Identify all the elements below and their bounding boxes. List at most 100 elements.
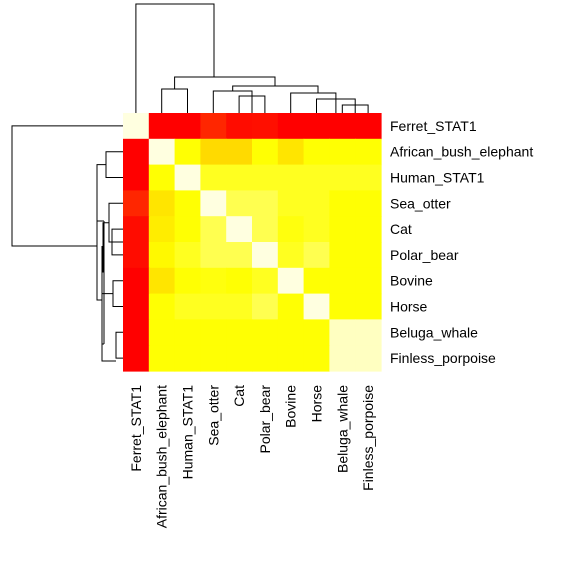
heatmap-cell xyxy=(200,190,227,217)
heatmap-cell xyxy=(303,293,330,320)
heatmap-cell xyxy=(148,267,176,295)
heatmap-cell xyxy=(148,138,176,166)
heatmap-cell xyxy=(148,190,176,217)
row-label: Sea_otter xyxy=(390,195,451,211)
heatmap-cell xyxy=(277,138,305,166)
heatmap-cell xyxy=(329,216,356,243)
heatmap-cell xyxy=(200,267,227,295)
heatmap-cell xyxy=(123,345,150,372)
heatmap-cell xyxy=(329,113,356,140)
heatmap-cell xyxy=(303,345,330,372)
heatmap-cell xyxy=(277,319,305,346)
heatmap-cell xyxy=(252,293,279,320)
row-dendrogram-link xyxy=(108,202,123,243)
row-dendrogram-link xyxy=(11,125,123,247)
heatmap-cells xyxy=(123,113,382,372)
heatmap-cell xyxy=(123,164,150,191)
heatmap-cell xyxy=(355,216,382,243)
heatmap-cell xyxy=(252,319,279,346)
column-dendrogram-link xyxy=(174,76,276,89)
heatmap-cell xyxy=(200,138,227,166)
row-label: Beluga_whale xyxy=(390,324,478,340)
heatmap-cell xyxy=(329,293,356,320)
heatmap-cell xyxy=(303,113,330,140)
heatmap-cell xyxy=(355,267,382,295)
heatmap-cell xyxy=(303,242,330,269)
heatmap-cell xyxy=(226,242,253,269)
heatmap-cell xyxy=(329,164,356,191)
heatmap-cell xyxy=(123,138,150,166)
row-label: Finless_porpoise xyxy=(390,350,496,366)
heatmap-cell xyxy=(252,345,279,372)
heatmap-cell xyxy=(200,319,227,346)
heatmap-cell xyxy=(252,138,279,166)
heatmap-cell xyxy=(123,293,150,320)
heatmap-cell xyxy=(174,216,201,243)
heatmap-cell xyxy=(123,113,150,140)
heatmap-cell xyxy=(277,267,305,295)
heatmap-cell xyxy=(148,293,176,320)
heatmap-cell xyxy=(123,319,150,346)
heatmap-cell xyxy=(252,190,279,217)
row-dendrogram-link xyxy=(112,280,123,307)
heatmap-cell xyxy=(200,293,227,320)
heatmap-cell xyxy=(277,242,305,269)
column-dendrogram-link xyxy=(135,3,215,113)
row-dendrogram-link xyxy=(96,164,106,222)
heatmap-cell xyxy=(277,293,305,320)
heatmap-cell xyxy=(226,267,253,295)
heatmap-cell xyxy=(174,113,201,140)
column-dendrogram xyxy=(135,3,369,113)
row-dendrogram-link xyxy=(105,151,123,178)
heatmap-cell xyxy=(252,113,279,140)
heatmap-cell xyxy=(277,345,305,372)
heatmap-cell xyxy=(329,242,356,269)
column-label: Bovine xyxy=(283,385,299,428)
column-label: Cat xyxy=(231,385,247,407)
heatmap-cell xyxy=(226,319,253,346)
heatmap-cell xyxy=(123,216,150,243)
heatmap-cell xyxy=(174,293,201,320)
row-label: Horse xyxy=(390,299,428,315)
column-label: Ferret_STAT1 xyxy=(128,385,144,472)
heatmap-cell xyxy=(148,164,176,191)
heatmap-cell xyxy=(174,138,201,166)
column-labels: Ferret_STAT1 African_bush_elephant Human_S… xyxy=(128,385,376,529)
heatmap-cell xyxy=(200,113,227,140)
column-label: Sea_otter xyxy=(205,385,221,446)
heatmap-cell xyxy=(226,113,253,140)
heatmap-cell xyxy=(174,319,201,346)
heatmap-cell xyxy=(123,190,150,217)
heatmap-cell xyxy=(174,190,201,217)
heatmap-cell xyxy=(355,190,382,217)
row-dendrogram-link xyxy=(115,331,123,359)
heatmap-cell xyxy=(303,267,330,295)
heatmap-cell xyxy=(355,345,382,372)
row-dendrogram-link xyxy=(101,246,116,362)
row-dendrogram-link xyxy=(96,165,102,301)
heatmap-cell xyxy=(303,216,330,243)
heatmap-cell xyxy=(226,190,253,217)
heatmap-cell xyxy=(148,216,176,243)
heatmap-cell xyxy=(174,345,201,372)
heatmap-cell xyxy=(355,293,382,320)
heatmap-cell xyxy=(148,113,176,140)
heatmap-cell xyxy=(355,164,382,191)
heatmap-cell xyxy=(226,293,253,320)
row-label: Polar_bear xyxy=(390,247,459,263)
row-label: Ferret_STAT1 xyxy=(390,118,477,134)
column-label: Finless_porpoise xyxy=(360,385,376,491)
heatmap-cell xyxy=(355,242,382,269)
row-label: Cat xyxy=(390,221,412,237)
heatmap-cell xyxy=(226,345,253,372)
heatmap-cell xyxy=(148,319,176,346)
heatmap-cell xyxy=(200,164,227,191)
heatmap-cell xyxy=(252,267,279,295)
heatmap-cell xyxy=(148,242,176,269)
heatmap-cell xyxy=(355,138,382,166)
heatmap-cell xyxy=(200,242,227,269)
heatmap-cell xyxy=(303,164,330,191)
row-label: Human_STAT1 xyxy=(390,170,485,186)
heatmap-cell xyxy=(252,164,279,191)
